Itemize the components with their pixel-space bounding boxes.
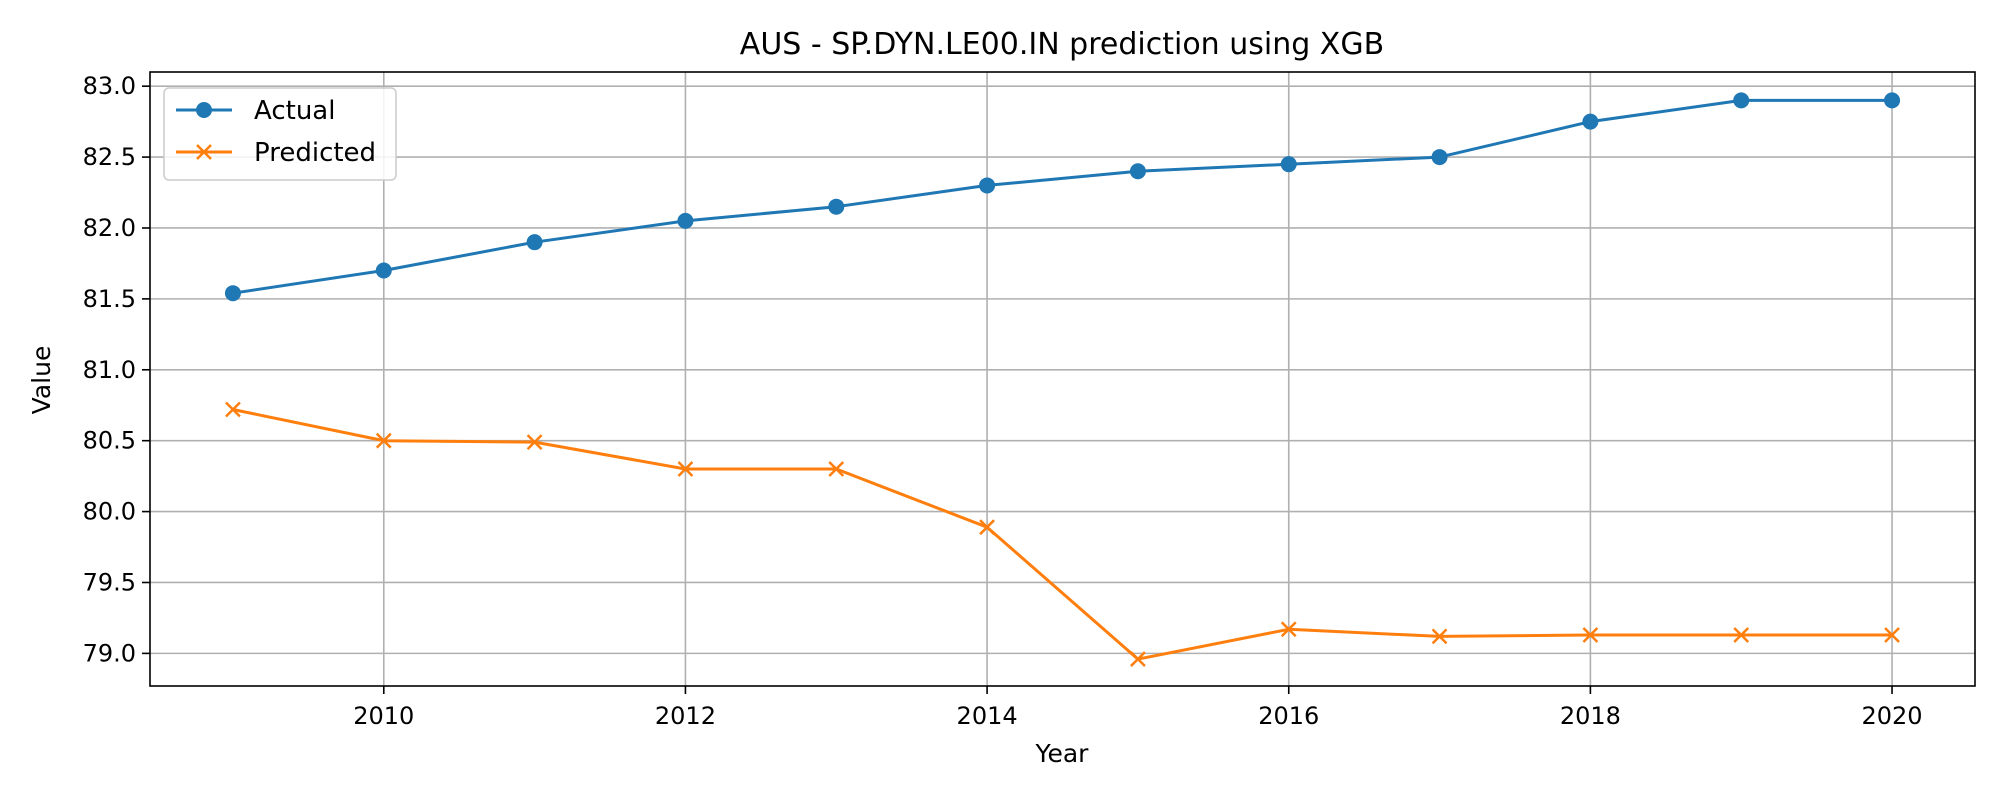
series-actual (224, 92, 1901, 302)
data-point (677, 461, 694, 477)
data-point (224, 285, 241, 302)
data-point (677, 212, 694, 229)
data-point (526, 434, 543, 450)
y-axis-label: Value (27, 346, 56, 415)
y-tick-label: 82.5 (83, 143, 136, 171)
x-tick-label: 2016 (1258, 702, 1319, 730)
data-point (1431, 628, 1448, 645)
data-point (828, 198, 845, 215)
grid (150, 72, 1975, 686)
y-tick-label: 79.0 (83, 639, 136, 667)
data-point (1733, 627, 1750, 643)
chart-title: AUS - SP.DYN.LE00.IN prediction using XG… (740, 27, 1384, 62)
x-axis-label: Year (1035, 739, 1090, 768)
plot-frame (149, 71, 1976, 687)
data-point (1130, 651, 1146, 667)
y-tick-label: 82.0 (83, 214, 136, 242)
series-layer (224, 92, 1901, 667)
y-tick-label: 83.0 (83, 72, 136, 100)
data-point (1129, 163, 1146, 180)
legend-marker (196, 144, 212, 160)
data-point (1280, 621, 1297, 638)
data-point (1733, 92, 1750, 109)
legend-marker (196, 102, 212, 118)
series-predicted (225, 401, 1900, 667)
data-point (1280, 156, 1297, 173)
y-tick-label: 80.0 (83, 498, 136, 526)
legend-label: Predicted (254, 138, 376, 168)
x-tick-label: 2020 (1862, 702, 1923, 730)
y-tick-label: 81.0 (83, 356, 136, 384)
x-tick-label: 2018 (1560, 702, 1621, 730)
series-line-predicted (232, 408, 1892, 661)
data-point (375, 262, 392, 279)
data-point (1884, 92, 1901, 109)
y-tick-label: 81.5 (83, 285, 136, 313)
series-line-actual (232, 98, 1892, 295)
legend: Actual Predicted (163, 87, 397, 181)
x-tick-label: 2014 (957, 702, 1018, 730)
legend-entry-actual: Actual (176, 96, 335, 126)
axes: 2010 2012 2014 2016 2018 2020 79.0 79.5 80.0 80.5… (83, 72, 1923, 730)
x-tick-label: 2012 (655, 702, 716, 730)
legend-label: Actual (254, 96, 335, 126)
data-point (1431, 149, 1448, 166)
data-point (1582, 627, 1599, 643)
y-tick-label: 79.5 (83, 568, 136, 596)
data-point (375, 432, 392, 449)
legend-entry-predicted: Predicted (176, 138, 376, 168)
data-point (225, 401, 241, 418)
data-point (828, 461, 845, 477)
y-tick-label: 80.5 (83, 427, 136, 455)
data-point (526, 234, 543, 251)
x-tick-label: 2010 (353, 702, 414, 730)
data-point (1582, 113, 1599, 130)
data-point (979, 519, 995, 536)
data-point (979, 177, 996, 194)
data-point (1884, 627, 1900, 643)
